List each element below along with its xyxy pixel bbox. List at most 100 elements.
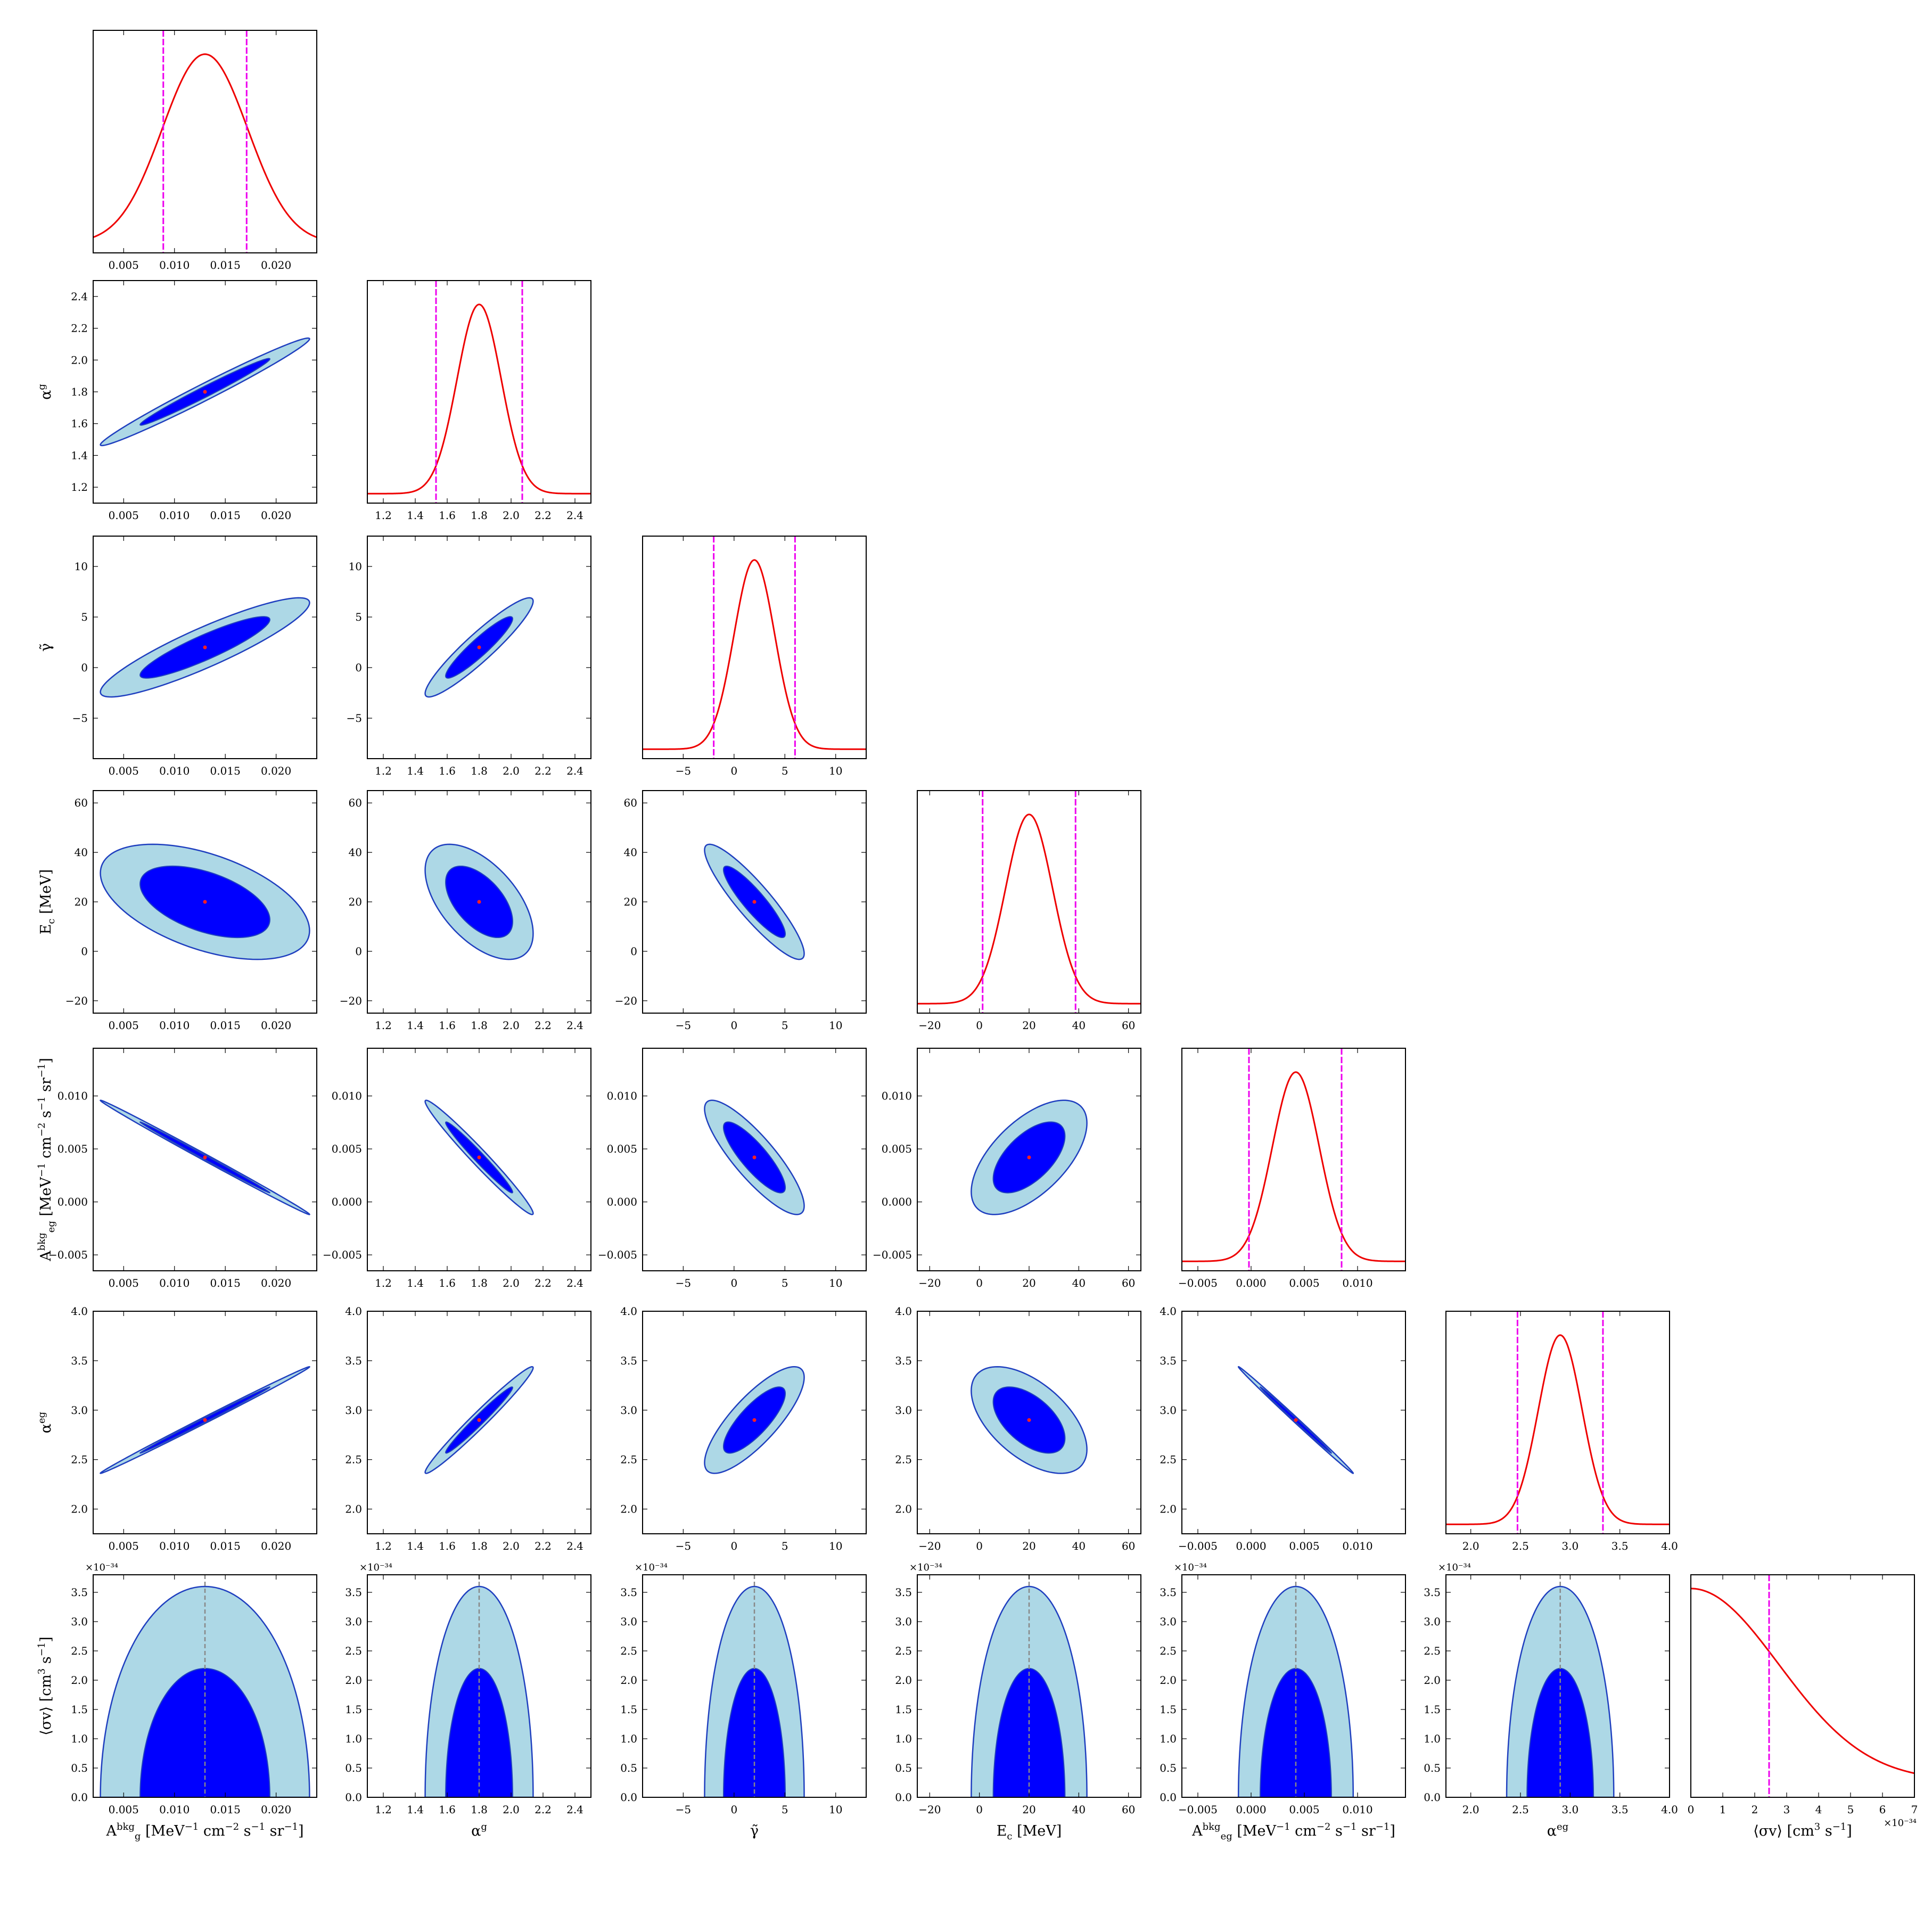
panel-alpha_g-Ec: −20 0 20 40 60 1.2 1.4 1.6 1.8 2.0 2.2 2.4	[340, 790, 591, 1032]
y-tick-label: 0.5	[895, 1762, 912, 1774]
best-fit-point	[1294, 1418, 1298, 1422]
panel-frame	[642, 1048, 867, 1271]
x-tick-label: 0.005	[109, 1803, 139, 1816]
y-tick-label: 3.0	[1160, 1615, 1177, 1628]
y-tick-label: 3.5	[345, 1586, 362, 1599]
x-tick-label: 1.4	[407, 509, 424, 522]
x-tick-label: 1.4	[407, 1277, 424, 1289]
x-tick-label: 40	[1072, 1277, 1086, 1289]
y-tick-label: 3.0	[620, 1615, 637, 1628]
panel-Aeg-sigmav: 0.0 0.5 1.0 1.5 2.0 2.5 3.0 3.5 −0.005 0.000 0.005…	[1160, 1562, 1406, 1842]
x-tick-label: 3.5	[1612, 1803, 1629, 1816]
panel-Aeg-Aeg: −0.005 0.000 0.005 0.010	[1178, 1048, 1406, 1289]
y-tick-label: 2.0	[345, 1503, 362, 1516]
y-tick-label: 0	[81, 661, 88, 674]
x-tick-label: 0.010	[159, 1803, 190, 1816]
panel-frame	[1445, 1311, 1670, 1534]
y-tick-label: 0.0	[1160, 1791, 1177, 1804]
y-tick-label: 20	[349, 895, 362, 908]
y-tick-label: 2.0	[71, 353, 88, 366]
y-tick-label: 40	[349, 846, 362, 859]
plot-area	[424, 1575, 534, 1797]
x-tick-label: 0.015	[210, 259, 241, 272]
panel-gamma-gamma: −5 0 5 10	[642, 536, 867, 777]
y-tick-label: 0.5	[1160, 1762, 1177, 1774]
y-tick-label: 1.5	[1160, 1703, 1177, 1716]
y-tick-label: 2.0	[895, 1503, 912, 1516]
y-axis-label-sigmav: ⟨σv⟩ [cm3 s−1]	[36, 1637, 54, 1736]
y-tick-label: 10	[75, 560, 88, 573]
x-tick-label: 5	[1847, 1803, 1854, 1816]
x-tick-label: 10	[829, 1277, 842, 1289]
y-tick-label: 2.0	[620, 1503, 637, 1516]
plot-area	[1506, 1575, 1615, 1797]
panel-frame	[642, 1311, 867, 1534]
x-tick-label: 10	[829, 764, 842, 777]
y-tick-label: −5	[72, 712, 88, 725]
y-tick-label: 20	[75, 895, 88, 908]
panel-gamma-Ec: −20 0 20 40 60 −5 0 5 10	[615, 790, 867, 1032]
y-tick-label: 3.0	[1160, 1404, 1177, 1417]
x-tick-label: 2.2	[535, 1019, 552, 1032]
y-tick-label: 2.5	[345, 1453, 362, 1466]
marginal-curve	[1691, 1588, 1914, 1774]
x-tick-label: 2.2	[535, 1277, 552, 1289]
panel-Ag-alpha_g: 1.2 1.4 1.6 1.8 2.0 2.2 2.4 0.005 0.010 0.015 0.02…	[36, 280, 317, 522]
plot-area	[1182, 1048, 1405, 1271]
x-tick-label: 1.2	[375, 1277, 392, 1289]
x-tick-label: 0.005	[109, 1277, 139, 1289]
y-tick-label: 0	[355, 945, 362, 958]
panel-Ec-sigmav: 0.0 0.5 1.0 1.5 2.0 2.5 3.0 3.5 −20 0 20 40 60 ×10⁻³⁴…	[895, 1562, 1141, 1842]
x-tick-label: 0.005	[109, 1019, 139, 1032]
x-tick-label: 0.000	[1236, 1803, 1266, 1816]
x-tick-label: 0.020	[261, 1540, 291, 1552]
y-tick-label: −5	[347, 712, 362, 725]
panel-frame	[1445, 1574, 1670, 1798]
x-tick-label: 0.005	[1289, 1540, 1319, 1552]
y-tick-label: 1.2	[71, 481, 88, 494]
x-tick-label: 2.2	[535, 1803, 552, 1816]
x-tick-label: −5	[676, 764, 691, 777]
y-tick-label: 3.5	[620, 1586, 637, 1599]
panel-frame	[1181, 1311, 1406, 1534]
y-tick-label: 40	[75, 846, 88, 859]
y-exponent-label: ×10⁻³⁴	[359, 1562, 392, 1573]
best-fit-point	[477, 900, 481, 904]
y-tick-label: 2.5	[620, 1453, 637, 1466]
x-tick-label: 3.5	[1612, 1540, 1629, 1552]
plot-area	[1446, 1311, 1670, 1534]
x-tick-label: 0	[976, 1019, 983, 1032]
x-tick-label: 2.0	[503, 764, 520, 777]
x-tick-label: 10	[829, 1019, 842, 1032]
y-exponent-label: ×10⁻³⁴	[635, 1562, 668, 1573]
x-tick-label: 20	[1022, 1803, 1035, 1816]
panel-frame	[93, 790, 317, 1014]
x-tick-label: 1.8	[471, 1019, 488, 1032]
panel-frame	[917, 1048, 1141, 1271]
panel-frame	[917, 790, 1141, 1014]
y-tick-label: 0.005	[332, 1142, 362, 1155]
y-tick-label: 2.5	[1424, 1645, 1441, 1657]
x-tick-label: 1.8	[471, 1803, 488, 1816]
x-tick-label: −5	[676, 1277, 691, 1289]
y-tick-label: 2.5	[895, 1645, 912, 1657]
x-tick-label: 1.4	[407, 764, 424, 777]
x-tick-label: 5	[782, 1540, 788, 1552]
plot-area	[971, 1575, 1088, 1797]
y-tick-label: 0.005	[57, 1142, 88, 1155]
y-tick-label: 1.6	[71, 417, 88, 430]
x-axis-label-Ag: Abkgg [MeV−1 cm−2 s−1 sr−1]	[105, 1821, 303, 1842]
y-tick-label: 4.0	[895, 1305, 912, 1318]
y-axis-label-Aeg: Abkgeg [MeV−1 cm−2 s−1 sr−1]	[36, 1058, 57, 1262]
panel-frame	[367, 536, 591, 759]
y-tick-label: 2.0	[345, 1674, 362, 1687]
y-tick-label: 3.5	[895, 1354, 912, 1367]
y-tick-label: 1.0	[1160, 1732, 1177, 1745]
y-tick-label: 0.010	[882, 1090, 912, 1103]
y-tick-label: 2.5	[345, 1645, 362, 1657]
y-tick-label: 60	[75, 796, 88, 809]
x-tick-label: 2.4	[566, 1540, 583, 1552]
y-tick-label: 2.5	[1160, 1645, 1177, 1657]
marginal-curve	[917, 813, 1141, 1005]
x-tick-label: 0	[730, 1803, 737, 1816]
